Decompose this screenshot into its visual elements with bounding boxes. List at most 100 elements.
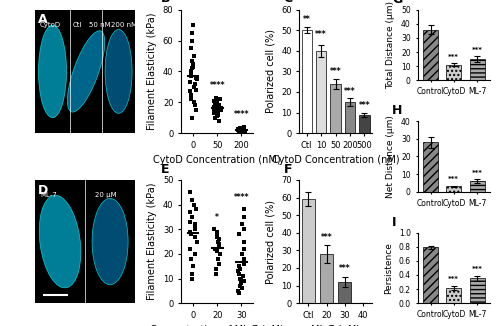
Point [215, 261, 223, 266]
Point [236, 276, 244, 281]
Point [240, 128, 248, 133]
Point [186, 96, 194, 102]
Bar [423, 30, 438, 80]
Text: ***: *** [358, 101, 370, 111]
Point [214, 113, 222, 119]
Point [236, 129, 244, 134]
Text: F: F [284, 162, 292, 175]
Point [192, 87, 200, 93]
Text: 200 nM: 200 nM [111, 22, 137, 28]
Text: ***: *** [448, 276, 460, 282]
Point [234, 269, 242, 274]
Point [188, 38, 196, 43]
Point [186, 190, 194, 195]
Point [240, 128, 248, 133]
Point [189, 22, 197, 28]
Point [188, 58, 196, 63]
Point [234, 288, 242, 293]
Ellipse shape [68, 31, 105, 112]
Bar [360, 114, 370, 133]
Y-axis label: Polarized cell (%): Polarized cell (%) [266, 29, 276, 113]
Bar [446, 186, 462, 192]
Bar [302, 199, 315, 303]
Text: 50 nM: 50 nM [89, 22, 110, 28]
Text: A: A [38, 13, 48, 26]
Point [190, 227, 198, 232]
Point [212, 271, 220, 276]
Y-axis label: Filament Elasticity (kPa): Filament Elasticity (kPa) [148, 13, 158, 130]
Bar [302, 30, 312, 133]
Point [214, 239, 222, 244]
Text: E: E [161, 162, 170, 175]
Point [214, 112, 222, 117]
Point [192, 251, 200, 257]
Bar [470, 59, 485, 80]
Ellipse shape [38, 25, 66, 118]
Point [186, 229, 194, 234]
Point [236, 271, 244, 276]
Point [240, 128, 248, 133]
Point [236, 125, 244, 130]
Bar [470, 181, 485, 192]
Point [186, 92, 194, 97]
Point [216, 96, 224, 102]
Point [240, 227, 248, 232]
Text: ***: *** [448, 54, 460, 60]
Point [192, 207, 200, 212]
Point [234, 127, 242, 132]
Bar [345, 102, 355, 133]
Point [192, 75, 200, 80]
Bar [423, 142, 438, 192]
Point [192, 77, 200, 82]
Point [238, 129, 246, 134]
X-axis label: ML-7 (μM): ML-7 (μM) [311, 325, 360, 326]
Point [210, 246, 218, 252]
Text: *: * [216, 213, 219, 222]
Point [211, 115, 219, 120]
Text: ***: *** [316, 30, 327, 38]
Text: ***: *** [472, 170, 482, 176]
Point [236, 283, 244, 289]
Point [240, 124, 248, 129]
Point [216, 107, 224, 112]
Point [191, 222, 199, 227]
Point [214, 256, 222, 261]
Point [240, 256, 248, 261]
Text: H: H [392, 104, 402, 117]
Bar [423, 247, 438, 303]
Point [191, 103, 199, 108]
Point [190, 53, 198, 59]
Point [186, 256, 194, 261]
Point [188, 271, 196, 276]
Text: ****: **** [234, 110, 249, 119]
Point [235, 128, 243, 134]
Point [215, 244, 223, 249]
Point [240, 246, 248, 252]
Point [238, 286, 246, 291]
Point [234, 291, 242, 296]
Point [192, 107, 200, 112]
X-axis label: CytoD Concentration (nM): CytoD Concentration (nM) [272, 155, 400, 165]
Point [192, 239, 200, 244]
Point [234, 126, 242, 132]
Text: ***: *** [320, 232, 332, 242]
Point [236, 276, 244, 281]
Text: ***: *** [472, 266, 482, 272]
Text: 20 μM: 20 μM [95, 192, 116, 198]
Text: ****: **** [210, 81, 225, 90]
Text: **: ** [303, 15, 310, 24]
Point [210, 98, 218, 103]
Point [216, 118, 224, 123]
Point [213, 103, 221, 108]
Text: D: D [38, 184, 48, 197]
Text: B: B [161, 0, 170, 6]
Point [213, 249, 221, 254]
Point [191, 234, 199, 239]
X-axis label: Concentration of ML-7 (μM): Concentration of ML-7 (μM) [150, 325, 284, 326]
Point [187, 73, 195, 79]
Point [213, 234, 221, 239]
Point [192, 227, 200, 232]
Text: ****: **** [234, 193, 249, 202]
X-axis label: CytoD Concentration (nM): CytoD Concentration (nM) [154, 155, 281, 165]
Bar [316, 51, 326, 133]
